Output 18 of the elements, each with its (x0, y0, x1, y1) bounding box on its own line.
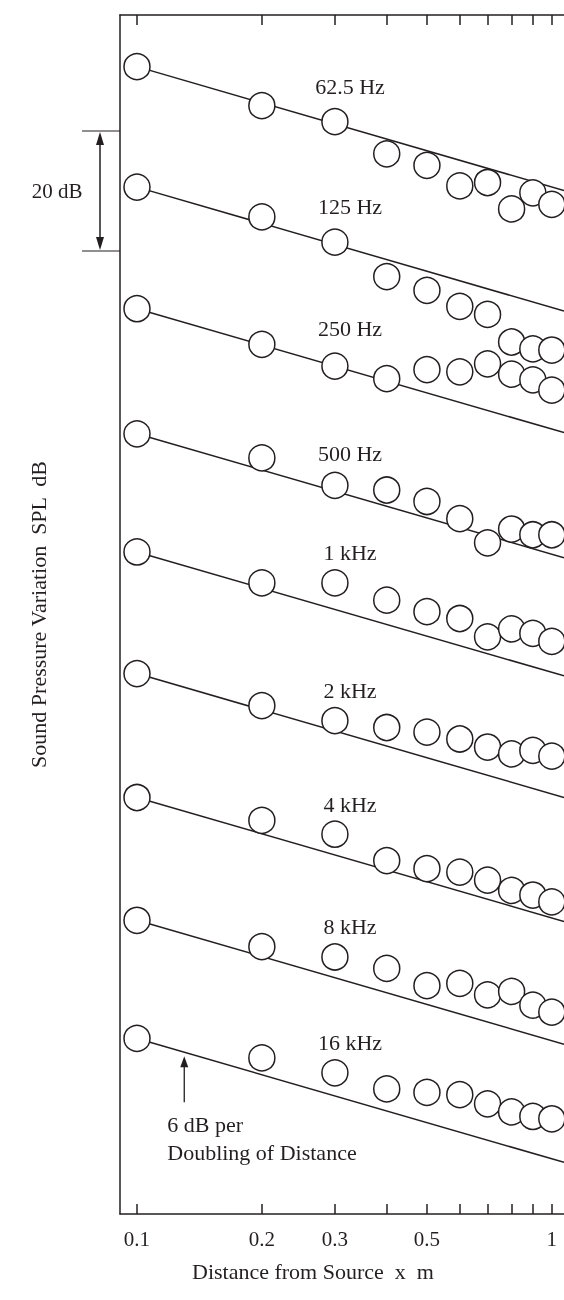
series-label: 62.5 Hz (315, 73, 386, 99)
series-label: 16 kHz (317, 1030, 383, 1056)
series-label: 4 kHz (323, 791, 377, 817)
x-tick-label: 0.5 (413, 1226, 441, 1251)
y-axis-title: Sound Pressure Variation SPL dB (25, 461, 51, 768)
text: 20 dB (31, 179, 83, 203)
series-label: 500 Hz (317, 441, 383, 467)
series-label: 1 kHz (323, 540, 377, 566)
x-tick-label: 0.2 (248, 1226, 275, 1251)
annotation: 6 dB per Doubling of Distance (167, 1111, 357, 1165)
series-label: 125 Hz (317, 194, 383, 220)
series-label: 250 Hz (317, 316, 383, 342)
series-label: 2 kHz (323, 678, 377, 704)
x-tick-label: 1 (546, 1226, 558, 1251)
x-tick-label: 0.1 (123, 1226, 151, 1251)
x-axis-title: Distance from Source x m (192, 1258, 434, 1284)
x-tick-label: 0.3 (321, 1226, 349, 1251)
series-label: 8 kHz (323, 914, 377, 940)
